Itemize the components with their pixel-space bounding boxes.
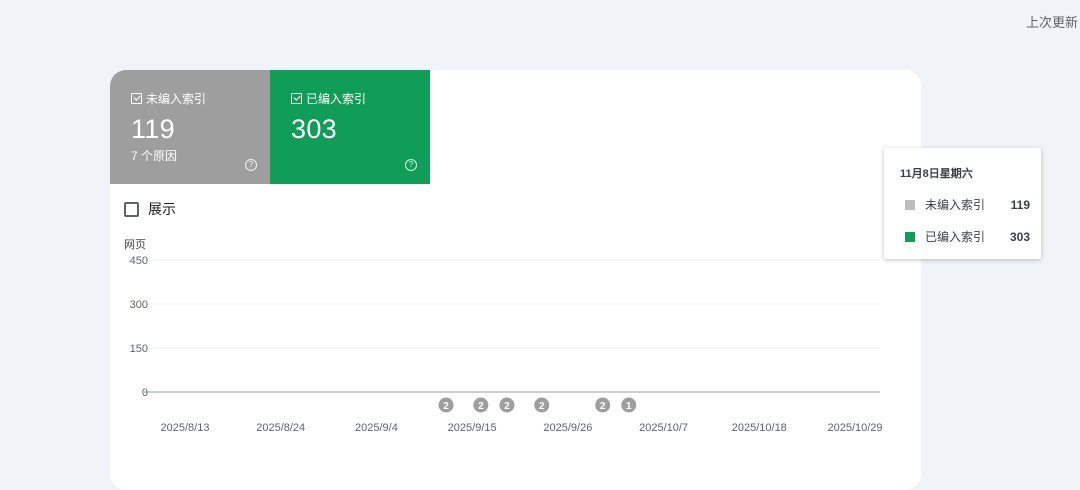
metric-not-indexed[interactable]: 未编入索引 119 7 个原因 ? bbox=[110, 70, 270, 184]
annotation-label: 2 bbox=[443, 401, 449, 412]
annotation-label: 2 bbox=[504, 401, 510, 412]
index-report-card: 未编入索引 119 7 个原因 ? 已编入索引 303 ? 展示 网页 0 150 3… bbox=[110, 70, 921, 490]
x-tick-label: 2025/10/7 bbox=[639, 422, 688, 434]
annotation-label: 1 bbox=[626, 401, 632, 412]
help-icon[interactable]: ? bbox=[245, 159, 257, 171]
tooltip-title: 11月8日星期六 bbox=[900, 168, 973, 180]
tooltip-row-not-indexed: 未编入索引 119 bbox=[905, 196, 1030, 213]
tooltip-row-label: 已编入索引 bbox=[925, 230, 986, 244]
x-tick-label: 2025/10/18 bbox=[732, 422, 787, 434]
help-icon[interactable]: ? bbox=[405, 159, 417, 171]
annotation-label: 2 bbox=[600, 401, 606, 412]
metric-label: 已编入索引 bbox=[306, 92, 367, 106]
x-tick-label: 2025/9/15 bbox=[448, 422, 497, 434]
index-chart: 网页 0 150 300 450 2 2 2 2 2 1 2025/8/13 2025/8/24 2025… bbox=[124, 239, 883, 434]
metric-value: 119 bbox=[131, 114, 175, 144]
x-tick-label: 2025/8/24 bbox=[256, 422, 305, 434]
x-tick-label: 2025/10/29 bbox=[827, 422, 882, 434]
tooltip-row-indexed: 已编入索引 303 bbox=[905, 228, 1030, 245]
annotation-label: 2 bbox=[478, 401, 484, 412]
metric-value: 303 bbox=[291, 114, 337, 144]
show-toggle-label: 展示 bbox=[148, 201, 176, 217]
tooltip-row-value: 303 bbox=[1009, 229, 1030, 244]
x-tick-label: 2025/8/13 bbox=[161, 422, 210, 434]
y-tick-label: 450 bbox=[130, 255, 148, 267]
last-updated-text: 上次更新 bbox=[1026, 15, 1079, 30]
chart-tooltip: 11月8日星期六 未编入索引 119 已编入索引 303 bbox=[884, 148, 1041, 259]
checkbox-checked-icon[interactable] bbox=[131, 93, 142, 104]
annotation-marker bbox=[499, 397, 515, 413]
checkbox-checked-icon[interactable] bbox=[291, 93, 302, 104]
tooltip-row-label: 未编入索引 bbox=[925, 198, 986, 212]
annotation-marker bbox=[621, 397, 637, 413]
metric-indexed[interactable]: 已编入索引 303 ? bbox=[270, 70, 430, 184]
legend-swatch-gray bbox=[905, 199, 915, 210]
tooltip-row-value: 119 bbox=[1010, 197, 1030, 212]
metric-label: 未编入索引 bbox=[146, 92, 207, 106]
x-tick-label: 2025/9/4 bbox=[355, 422, 398, 434]
annotation-marker bbox=[534, 397, 550, 413]
x-tick-label: 2025/9/26 bbox=[543, 422, 592, 434]
y-axis-label: 网页 bbox=[124, 239, 146, 251]
legend-swatch-green bbox=[905, 231, 915, 242]
annotation-marker bbox=[595, 397, 611, 413]
y-tick-label: 150 bbox=[130, 343, 148, 355]
annotation-label: 2 bbox=[539, 401, 545, 412]
checkbox-unchecked-icon[interactable] bbox=[124, 201, 139, 217]
metric-reasons: 7 个原因 bbox=[131, 149, 178, 163]
y-tick-label: 0 bbox=[142, 387, 148, 399]
y-tick-label: 300 bbox=[130, 299, 148, 311]
annotation-marker bbox=[438, 397, 454, 413]
annotation-marker bbox=[473, 397, 489, 413]
show-toggle[interactable]: 展示 bbox=[124, 199, 176, 219]
